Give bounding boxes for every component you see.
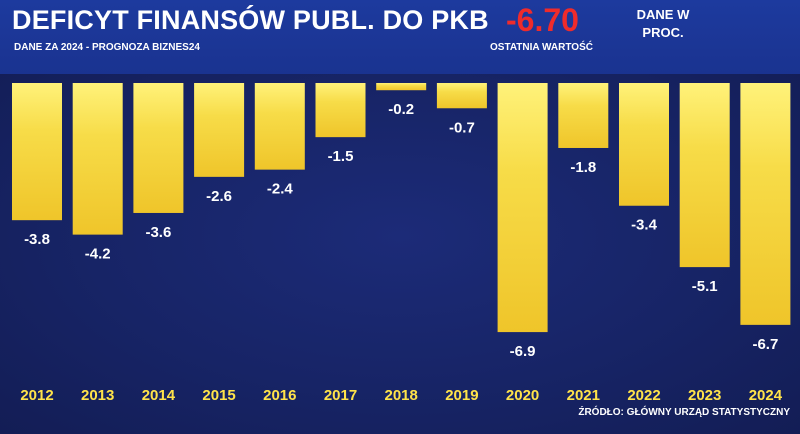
bar-value-label: -1.8	[570, 159, 596, 176]
bar-value-label: -3.8	[24, 231, 50, 248]
year-tick-label: 2024	[749, 387, 783, 404]
bar-2013	[72, 83, 123, 235]
units-label: DANE W PROC.	[636, 7, 690, 40]
chart-subtitle: DANE ZA 2024 - PROGNOZA BIZNES24	[14, 42, 200, 53]
bar-value-label: -6.7	[752, 336, 778, 353]
bar-2014	[133, 83, 184, 213]
bar-2017	[315, 83, 366, 138]
last-value-label: OSTATNIA WARTOŚĆ	[490, 42, 593, 53]
bar-chart: -3.8 -4.2 -3.6 -2.6 -2.4 -1.5 -0.2 -0.7 -6.9 -1.8…	[12, 83, 791, 404]
bar-value-label: -3.4	[631, 217, 658, 234]
year-tick-label: 2013	[81, 387, 114, 404]
year-tick-label: 2022	[627, 387, 660, 404]
year-tick-label: 2019	[445, 387, 478, 404]
chart-title: DEFICYT FINANSÓW PUBL. DO PKB	[12, 5, 489, 35]
year-tick-label: 2014	[142, 387, 176, 404]
year-tick-label: 2018	[385, 387, 418, 404]
bar-2022	[619, 83, 669, 206]
bar-value-label: -4.2	[85, 246, 111, 263]
header-bar: DEFICYT FINANSÓW PUBL. DO PKB DANE ZA 20…	[0, 0, 800, 75]
bar-2021	[558, 83, 609, 148]
year-tick-label: 2017	[324, 387, 357, 404]
bar-2012	[12, 83, 62, 221]
year-tick-label: 2015	[202, 387, 235, 404]
bar-value-label: -1.5	[328, 148, 354, 165]
bar-2020	[497, 83, 548, 333]
bar-2018	[376, 83, 427, 91]
source-note: ŹRÓDŁO: GŁÓWNY URZĄD STATYSTYCZNY	[578, 407, 790, 418]
bar-value-label: -2.4	[267, 181, 294, 198]
bar-2024	[740, 83, 791, 325]
year-tick-label: 2016	[263, 387, 296, 404]
bar-value-label: -0.7	[449, 119, 475, 136]
bar-2023	[679, 83, 730, 268]
bar-value-label: -2.6	[206, 188, 232, 205]
year-tick-label: 2012	[20, 387, 53, 404]
bar-value-label: -5.1	[692, 278, 718, 295]
bar-value-label: -6.9	[510, 343, 536, 360]
year-tick-label: 2020	[506, 387, 539, 404]
bar-2019	[436, 83, 487, 109]
last-value: -6.70	[506, 2, 579, 38]
year-tick-label: 2023	[688, 387, 721, 404]
bar-2016	[254, 83, 305, 170]
bar-value-label: -0.2	[388, 101, 414, 118]
bar-2015	[194, 83, 245, 177]
bar-value-label: -3.6	[145, 224, 171, 241]
year-tick-label: 2021	[567, 387, 600, 404]
